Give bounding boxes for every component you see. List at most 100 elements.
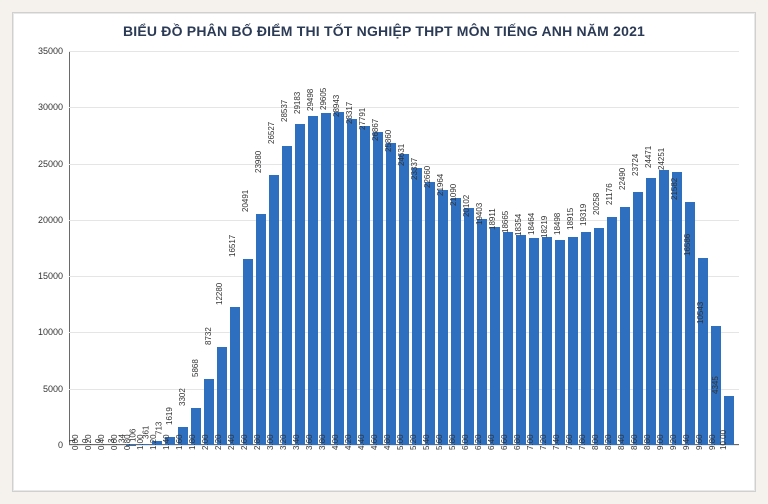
bar: 23724	[646, 178, 656, 445]
bar-value-label: 20258	[592, 193, 601, 215]
bar: 20258	[607, 217, 617, 445]
x-tick-label: 4.60	[370, 434, 379, 450]
bar-wrap: 30.60	[112, 51, 124, 445]
x-tick-label: 9.20	[669, 434, 678, 450]
x-tick-label: 1.60	[175, 434, 184, 450]
bar: 12280	[230, 307, 240, 445]
x-tick-label: 5.80	[448, 434, 457, 450]
bar-wrap: 204912.80	[255, 51, 267, 445]
bar-wrap: 165172.60	[242, 51, 254, 445]
bar-value-label: 21964	[436, 174, 445, 196]
x-tick-label: 3.20	[279, 434, 288, 450]
x-tick-label: 8.00	[591, 434, 600, 450]
bar-wrap: 7131.40	[164, 51, 176, 445]
bar-value-label: 23724	[631, 154, 640, 176]
x-tick-label: 7.40	[552, 434, 561, 450]
bar-value-label: 18498	[553, 213, 562, 235]
bar-value-label: 5868	[191, 359, 200, 377]
bar: 28317	[360, 126, 370, 445]
x-tick-label: 1.40	[162, 434, 171, 450]
bar-value-label: 26527	[267, 122, 276, 144]
bar: 21090	[464, 208, 474, 445]
plot-area: 10.0000.2000.4030.60340.801061.003611.20…	[69, 51, 739, 445]
bar: 16517	[243, 259, 253, 445]
bar-value-label: 19319	[579, 203, 588, 225]
bar: 25860	[399, 154, 409, 445]
bar: 19319	[594, 228, 604, 445]
bar: 23337	[425, 182, 435, 445]
x-tick-label: 7.60	[565, 434, 574, 450]
y-tick-label: 0	[58, 440, 63, 450]
bar-wrap: 193198.00	[593, 51, 605, 445]
x-tick-label: 4.00	[331, 434, 340, 450]
bar-wrap: 340.80	[125, 51, 137, 445]
bar: 16586	[698, 258, 708, 445]
bar-value-label: 29183	[293, 92, 302, 114]
bar-value-label: 18354	[514, 214, 523, 236]
x-tick-label: 0.00	[71, 434, 80, 450]
bar-value-label: 24251	[657, 148, 666, 170]
bar-value-label: 28537	[280, 100, 289, 122]
bar-value-label: 22660	[423, 166, 432, 188]
x-tick-label: 6.80	[513, 434, 522, 450]
bar-wrap: 211768.40	[619, 51, 631, 445]
bar-wrap: 244719.00	[658, 51, 670, 445]
bar-wrap: 224908.60	[632, 51, 644, 445]
y-axis	[69, 51, 70, 445]
x-tick-label: 7.80	[578, 434, 587, 450]
x-tick-label: 5.20	[409, 434, 418, 450]
bar: 29183	[308, 116, 318, 445]
bar-wrap: 1061.00	[138, 51, 150, 445]
x-tick-label: 7.20	[539, 434, 548, 450]
bar-wrap: 00.20	[86, 51, 98, 445]
bar: 21964	[451, 198, 461, 445]
y-tick-label: 35000	[38, 46, 63, 56]
x-tick-label: 0.40	[97, 434, 106, 450]
bar: 29605	[334, 112, 344, 445]
bar: 18354	[529, 238, 539, 445]
bar-wrap: 246315.20	[411, 51, 423, 445]
x-tick-label: 3.80	[318, 434, 327, 450]
x-tick-label: 6.60	[500, 434, 509, 450]
bar: 18665	[516, 235, 526, 445]
x-tick-label: 1.80	[188, 434, 197, 450]
bar-wrap: 189116.60	[502, 51, 514, 445]
bar-value-label: 21582	[670, 178, 679, 200]
bar-value-label: 18665	[501, 211, 510, 233]
bar-wrap: 226605.60	[437, 51, 449, 445]
bar-wrap: 186656.80	[515, 51, 527, 445]
bar: 18498	[568, 237, 578, 445]
bar-wrap: 258605.00	[398, 51, 410, 445]
bar-value-label: 12280	[215, 283, 224, 305]
y-tick-label: 5000	[43, 384, 63, 394]
bar-value-label: 21176	[605, 183, 614, 205]
bar: 18464	[542, 237, 552, 445]
bar: 18911	[503, 232, 513, 445]
x-tick-label: 8.60	[630, 434, 639, 450]
x-tick-label: 3.60	[305, 434, 314, 450]
x-tick-label: 2.20	[214, 434, 223, 450]
x-tick-label: 2.00	[201, 434, 210, 450]
x-tick-label: 5.40	[422, 434, 431, 450]
bar-wrap: 219645.80	[450, 51, 462, 445]
x-tick-label: 6.20	[474, 434, 483, 450]
bar: 8732	[217, 347, 227, 445]
x-tick-label: 3.40	[292, 434, 301, 450]
bar-value-label: 20491	[241, 190, 250, 212]
x-tick-label: 6.00	[461, 434, 470, 450]
x-tick-label: 2.40	[227, 434, 236, 450]
bar: 18219	[555, 240, 565, 445]
bar-value-label: 1619	[165, 407, 174, 425]
x-tick-label: 9.60	[695, 434, 704, 450]
bar-wrap: 183547.00	[528, 51, 540, 445]
x-tick-label: 4.80	[383, 434, 392, 450]
bar-wrap: 242519.20	[671, 51, 683, 445]
x-tick-label: 4.20	[344, 434, 353, 450]
bar-value-label: 27791	[358, 108, 367, 130]
bar: 28943	[347, 119, 357, 445]
x-tick-label: 6.40	[487, 434, 496, 450]
bar: 22660	[438, 190, 448, 445]
bar-value-label: 24471	[644, 145, 653, 167]
bar-wrap: 233375.40	[424, 51, 436, 445]
bar: 22490	[633, 192, 643, 445]
